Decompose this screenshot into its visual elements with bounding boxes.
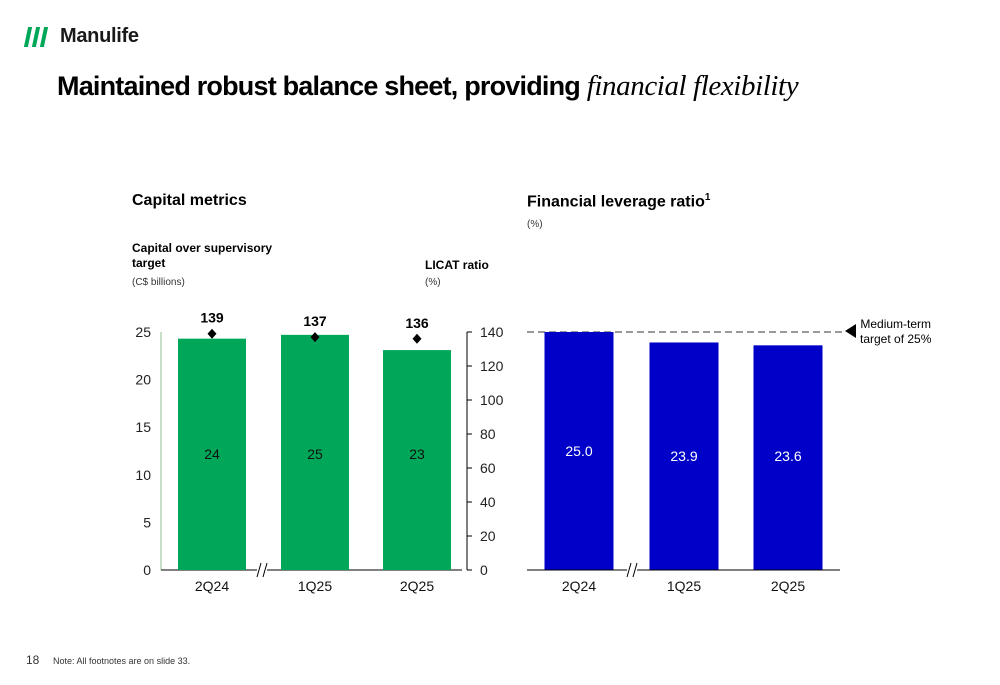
capital-bar [281,334,349,570]
right-axis-unit: (%) [425,277,441,288]
left-tick-label: 15 [135,419,151,435]
leverage-bar [649,342,719,570]
capital-category-label: 2Q25 [400,578,434,594]
capital-axis-break-mark [256,562,262,578]
capital-bar-label: 24 [204,446,220,462]
leverage-category-label: 2Q24 [562,578,596,594]
leverage-footnote-marker: 1 [704,192,711,203]
manulife-logo: Manulife [23,25,139,48]
logo-wordmark: Manulife [60,25,139,47]
left-tick-label: 25 [135,324,151,340]
right-tick-label: 20 [480,528,496,544]
footnote: Note: All footnotes are on slide 33. [53,656,191,666]
leverage-bar-label: 25.0 [565,443,592,459]
leverage-axis-break-gap [627,563,637,577]
page-title: Maintained robust balance sheet, providi… [57,70,799,103]
leverage-category-label: 1Q25 [667,578,701,594]
target-note: Medium-term target of 25% [860,317,931,347]
capital-category-label: 2Q24 [195,578,229,594]
capital-metrics-title: Capital metrics [132,192,247,209]
leverage-category-label: 2Q25 [771,578,805,594]
right-axis-label: LICAT ratio [425,258,489,272]
licat-label: 137 [303,313,327,329]
left-tick-label: 0 [143,562,151,578]
licat-marker [310,332,320,343]
licat-marker [207,328,217,339]
right-tick-label: 80 [480,426,496,442]
leverage-unit: (%) [527,219,543,230]
capital-bar-label: 25 [307,446,323,462]
leverage-axis-break-mark [632,562,638,578]
target-note-line-1: Medium-term [860,317,932,331]
capital-bar-label: 23 [409,446,425,462]
licat-label: 139 [200,310,224,326]
page-title-main: Maintained robust balance sheet, providi… [57,71,581,101]
right-tick-label: 120 [480,358,504,374]
leverage-bar-label: 23.9 [670,448,697,464]
leverage-ratio-title: Financial leverage ratio1 [527,192,710,211]
left-tick-label: 20 [135,372,151,388]
leverage-bar-label: 23.6 [774,448,801,464]
left-tick-label: 10 [135,467,151,483]
capital-bar [383,350,451,570]
capital-axis-break-mark [262,562,268,578]
leverage-title-text: Financial leverage ratio [527,193,705,211]
leverage-bar [544,332,614,570]
target-arrow-icon [845,324,856,338]
left-axis-unit: (C$ billions) [132,277,185,288]
right-tick-label: 140 [480,324,504,340]
right-tick-label: 60 [480,460,496,476]
right-tick-label: 0 [480,562,488,578]
page-number: 18 [26,653,40,667]
right-tick-label: 100 [480,392,504,408]
right-tick-label: 40 [480,494,496,510]
left-tick-label: 5 [143,514,151,530]
leverage-bar [753,345,823,570]
page-title-italic: financial flexibility [586,70,799,102]
capital-axis-break-gap [257,563,267,577]
licat-marker [412,333,422,344]
licat-label: 136 [405,315,429,331]
left-axis-label: Capital over supervisory target [132,241,273,270]
capital-bar [178,338,246,570]
leverage-axis-break-mark [626,562,632,578]
target-note-line-2: target of 25% [860,332,932,346]
capital-category-label: 1Q25 [298,578,332,594]
